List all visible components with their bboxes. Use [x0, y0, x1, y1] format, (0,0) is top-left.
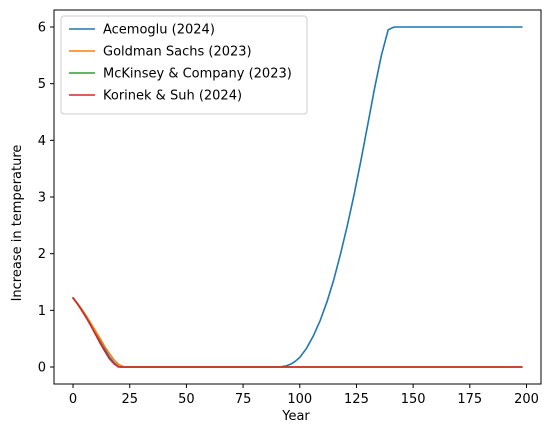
legend-box — [60, 15, 308, 115]
series-line-3 — [72, 297, 523, 368]
x-tick-label: 150 — [401, 392, 426, 407]
x-tick-label: 25 — [121, 392, 138, 407]
x-tick-label: 50 — [178, 392, 195, 407]
series-layer — [72, 26, 523, 368]
y-tick-label: 4 — [38, 134, 46, 149]
y-tick-label: 6 — [38, 21, 46, 36]
y-tick-label: 1 — [38, 304, 46, 319]
x-tick-label: 125 — [344, 392, 369, 407]
y-tick-label: 3 — [38, 191, 46, 206]
legend-label-2: McKinsey & Company (2023) — [103, 67, 292, 82]
ticks-layer: 0 25 50 75 100 125 150 175 200 0 1 2 3 4 5 6 — [38, 21, 539, 408]
x-tick-label: 100 — [287, 392, 312, 407]
x-tick-label: 175 — [457, 392, 482, 407]
y-axis-label: Increase in temperature — [10, 145, 25, 302]
legend-label-1: Goldman Sachs (2023) — [103, 45, 252, 60]
x-axis-label: Year — [281, 409, 310, 424]
x-tick-label: 0 — [69, 392, 77, 407]
x-tick-label: 200 — [514, 392, 539, 407]
legend-label-3: Korinek & Suh (2024) — [103, 89, 242, 104]
y-tick-label: 2 — [38, 247, 46, 262]
legend-label-0: Acemoglu (2024) — [103, 23, 215, 38]
series-line-0 — [72, 26, 523, 368]
y-tick-label: 0 — [38, 361, 46, 376]
legend: Acemoglu (2024) Goldman Sachs (2023) McKin… — [60, 15, 308, 115]
y-tick-label: 5 — [38, 77, 46, 92]
x-tick-label: 75 — [235, 392, 252, 407]
